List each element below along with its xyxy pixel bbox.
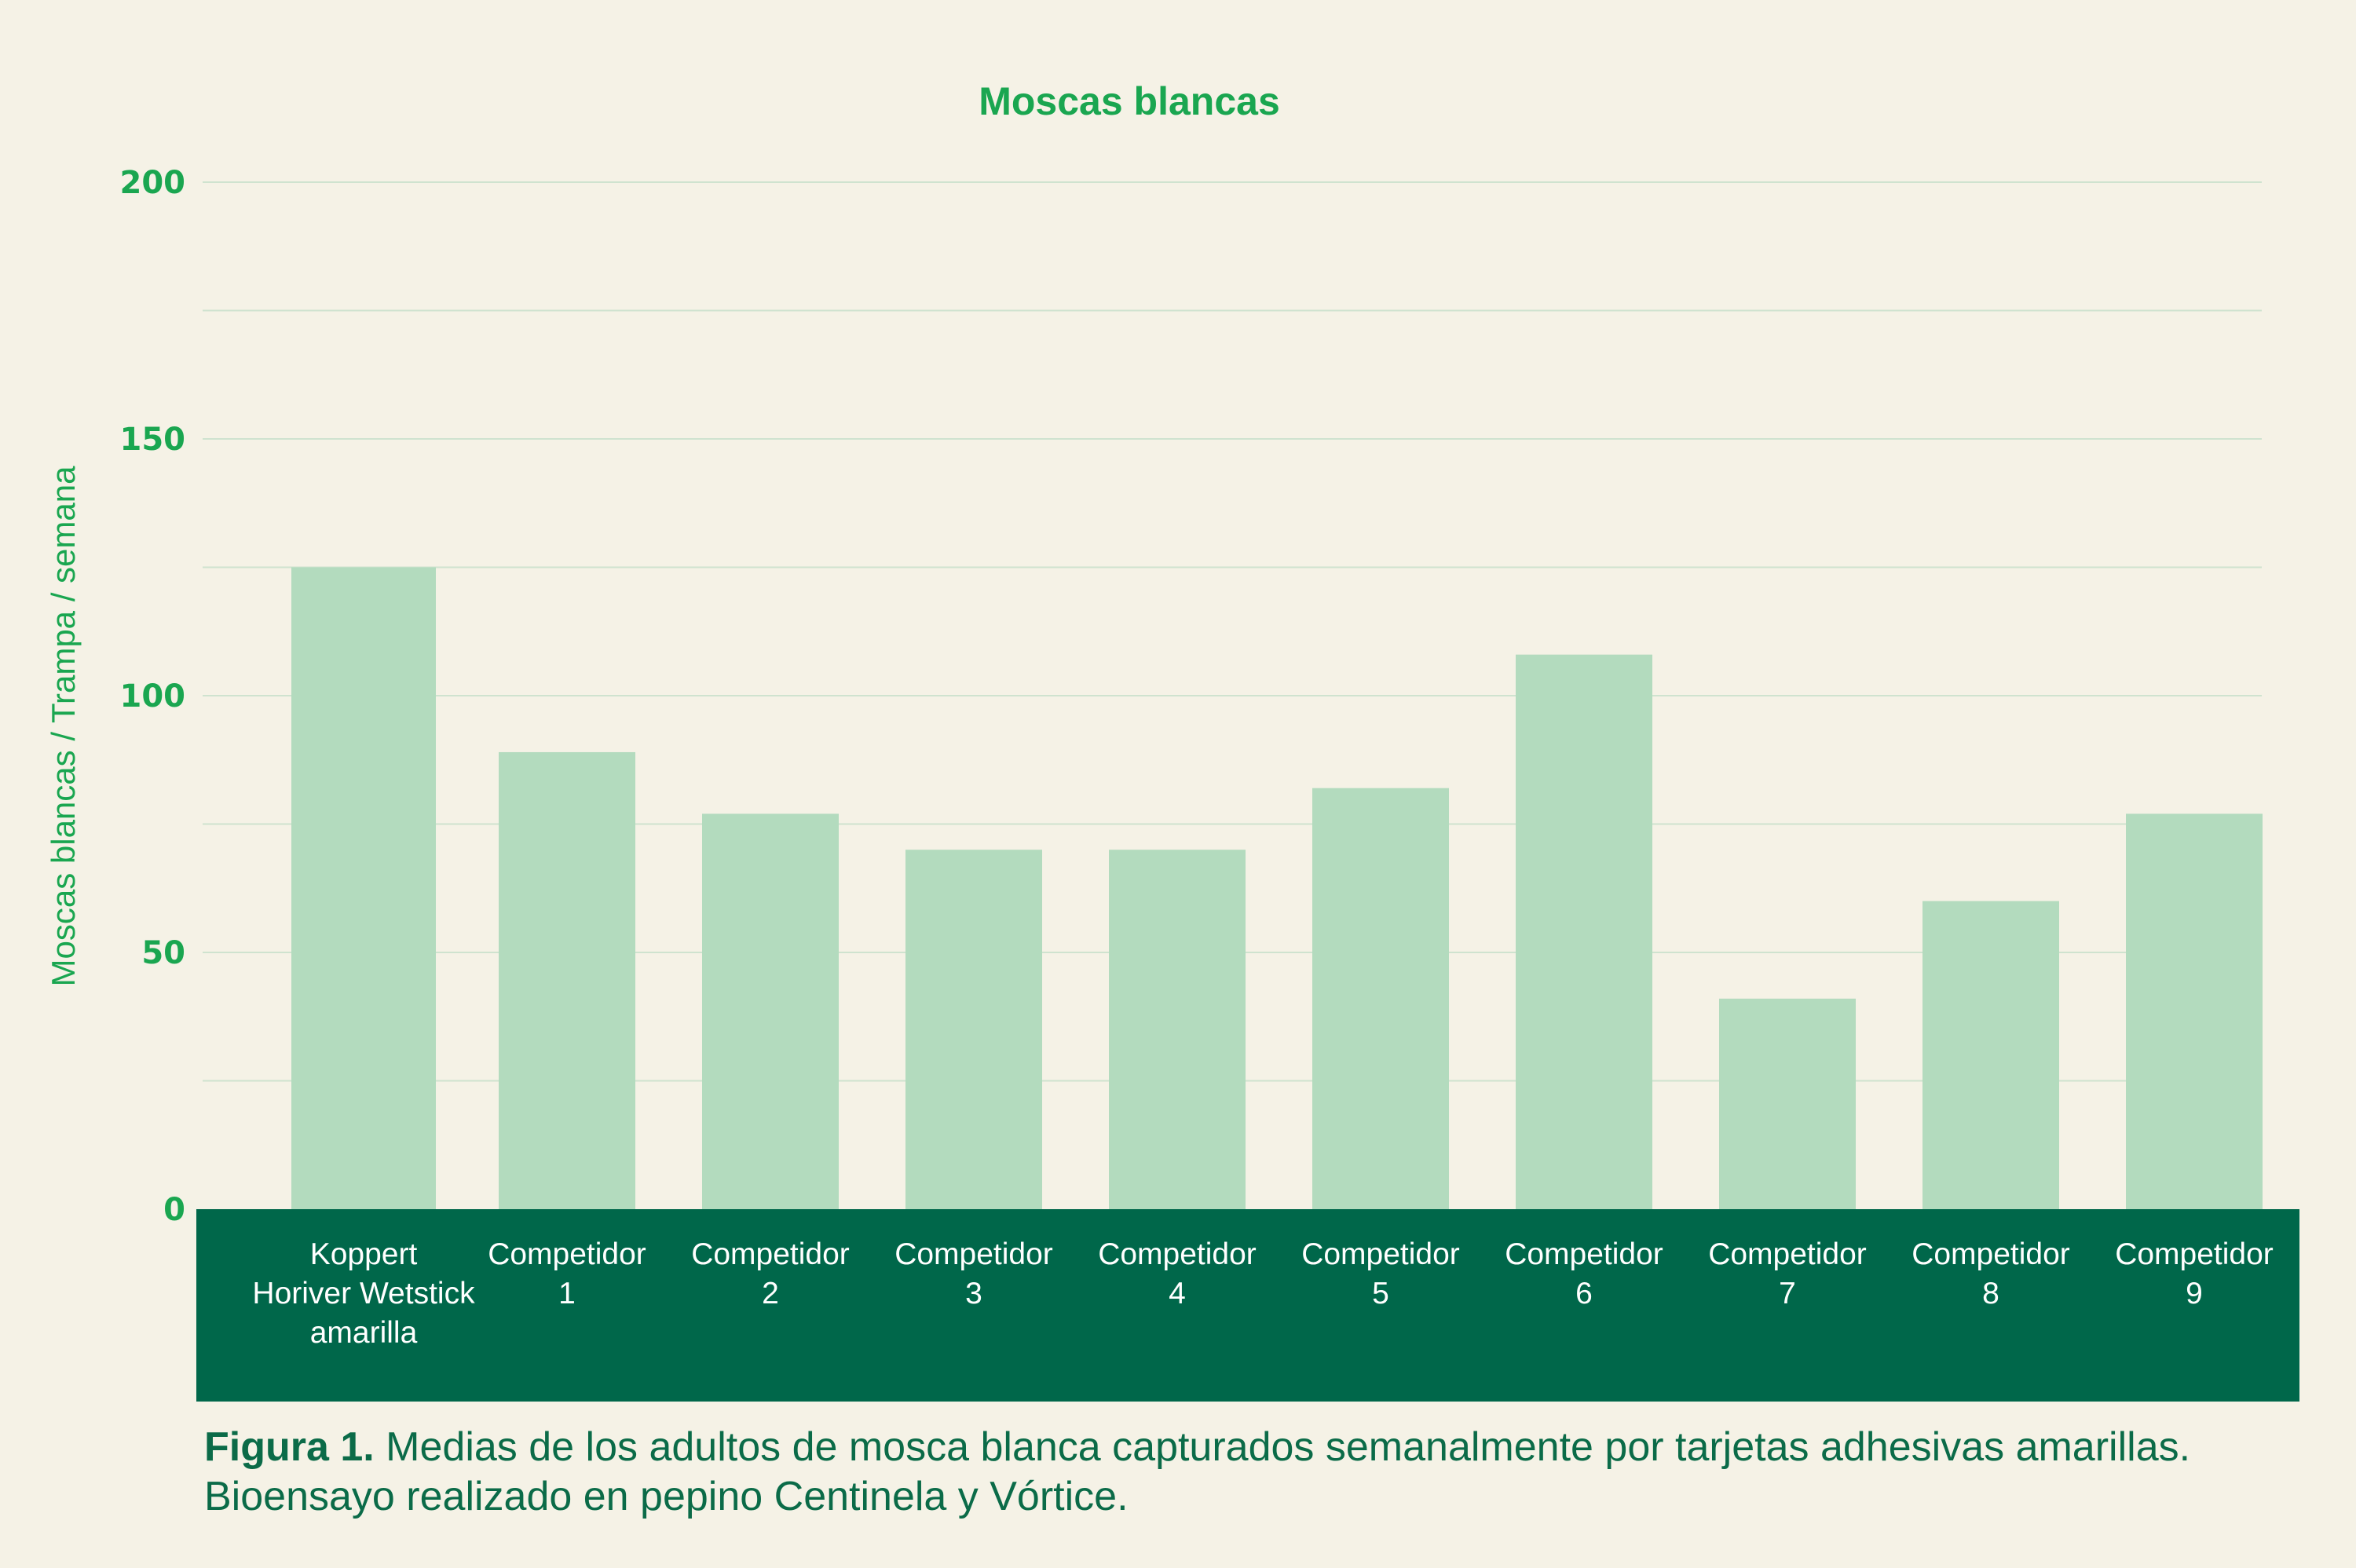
bar [499, 751, 635, 1209]
bar [1516, 654, 1652, 1209]
bar [1719, 998, 1856, 1209]
bar [2126, 813, 2263, 1209]
bar [291, 567, 436, 1209]
x-tick-label: Competidor 5 [1301, 1237, 1460, 1310]
x-tick-label: Koppert Horiver Wetstick amarilla [252, 1237, 475, 1350]
bars [291, 567, 2263, 1209]
y-tick-label: 0 [163, 1192, 185, 1228]
chart-title: Moscas blancas [979, 79, 1280, 123]
bar [1312, 788, 1449, 1209]
y-axis-label: Moscas blancas / Trampa / semana [45, 466, 82, 987]
figure-caption: Figura 1. Medias de los adultos de mosca… [204, 1423, 2325, 1522]
x-tick-label: Competidor 4 [1098, 1237, 1257, 1310]
caption-lead: Figura 1. [204, 1424, 375, 1470]
y-tick-label: 100 [120, 678, 186, 715]
x-tick-label: Competidor 7 [1708, 1237, 1867, 1310]
x-axis-ticks: Koppert Horiver Wetstick amarillaCompetido… [252, 1237, 2273, 1350]
x-tick-label: Competidor 2 [691, 1237, 850, 1310]
y-tick-label: 200 [120, 165, 186, 201]
x-tick-label: Competidor 9 [2115, 1237, 2274, 1310]
bar [702, 813, 839, 1209]
bar [905, 850, 1042, 1209]
bar [1922, 901, 2059, 1209]
caption-text: Medias de los adultos de mosca blanca ca… [204, 1424, 2191, 1519]
x-tick-label: Competidor 8 [1912, 1237, 2070, 1310]
category-band [196, 1209, 2299, 1402]
x-tick-label: Competidor 3 [894, 1237, 1053, 1310]
bar [1109, 850, 1246, 1209]
x-tick-label: Competidor 1 [488, 1237, 646, 1310]
y-tick-label: 50 [141, 935, 185, 971]
y-axis-ticks: 0 50 100 150 200 [120, 165, 186, 1228]
x-tick-label: Competidor 6 [1505, 1237, 1663, 1310]
y-tick-label: 150 [120, 422, 186, 458]
